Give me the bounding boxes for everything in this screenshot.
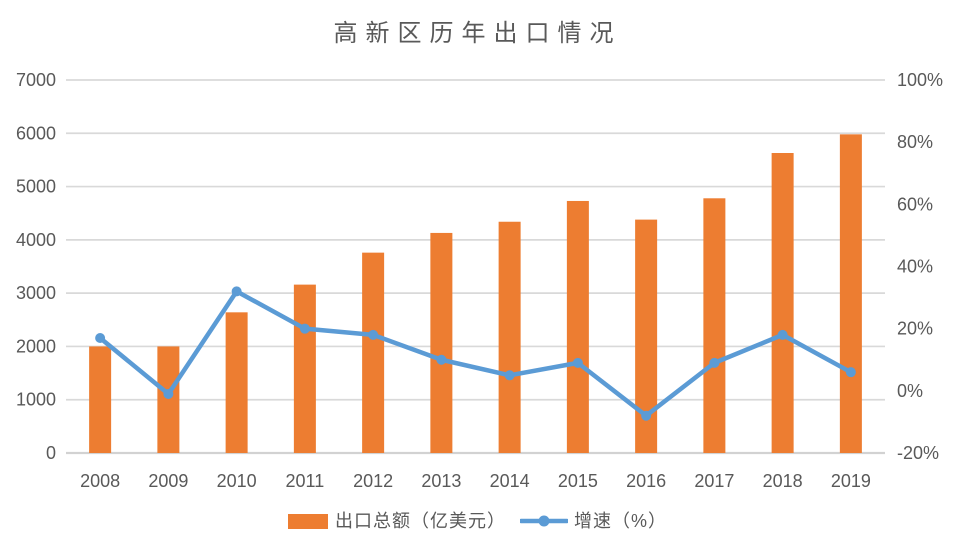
y-axis-tick-label: 1000 — [16, 390, 56, 410]
bar-2008 — [89, 346, 112, 453]
x-axis-tick-label: 2011 — [286, 471, 325, 491]
y2-axis-tick-label: 0% — [897, 381, 923, 401]
line-marker-2016 — [641, 410, 652, 421]
x-axis-tick-label: 2010 — [217, 471, 257, 491]
line-marker-2010 — [231, 286, 242, 297]
legend-exports-label: 出口总额（亿美元） — [334, 511, 506, 531]
y-axis-tick-label: 3000 — [16, 283, 56, 303]
y2-axis-tick-label: 80% — [897, 132, 933, 152]
line-marker-2015 — [572, 357, 583, 368]
legend-growth-label: 增速（%） — [573, 511, 667, 531]
bar-2014 — [498, 221, 521, 453]
x-axis-tick-label: 2016 — [626, 471, 666, 491]
line-marker-2013 — [436, 354, 447, 365]
bar-2011 — [293, 284, 316, 453]
x-axis-tick-label: 2017 — [694, 471, 734, 491]
line-marker-2011 — [299, 323, 310, 334]
x-axis-tick-label: 2015 — [558, 471, 598, 491]
bar-2009 — [157, 346, 180, 453]
x-axis-tick-label: 2018 — [763, 471, 803, 491]
x-axis-tick-label: 2013 — [421, 471, 461, 491]
y2-axis-tick-label: -20% — [897, 443, 939, 463]
y-axis-tick-label: 5000 — [16, 177, 56, 197]
x-axis-tick-label: 2012 — [353, 471, 393, 491]
line-marker-2019 — [845, 367, 856, 378]
bar-2012 — [362, 252, 385, 453]
bar-2013 — [430, 232, 453, 453]
line-marker-2018 — [777, 329, 788, 340]
bar-2018 — [771, 153, 794, 453]
y-axis-tick-label: 6000 — [16, 123, 56, 143]
y-axis-tick-label: 7000 — [16, 70, 56, 90]
chart-title: 高新区历年出口情况 — [333, 19, 622, 47]
legend-line-swatch-icon — [518, 514, 570, 528]
x-axis-tick-label: 2014 — [490, 471, 530, 491]
x-axis-tick-label: 2019 — [831, 471, 871, 491]
line-marker-2017 — [709, 357, 720, 368]
chart-legend: 出口总额（亿美元） 增速（%） — [0, 506, 955, 536]
y-axis-tick-label: 4000 — [16, 230, 56, 250]
line-marker-2012 — [368, 329, 379, 340]
y-axis-tick-label: 0 — [46, 443, 56, 463]
bar-2010 — [225, 312, 248, 453]
line-marker-2008 — [95, 332, 106, 343]
bar-2017 — [703, 198, 726, 453]
bar-2016 — [635, 219, 658, 453]
y2-axis-tick-label: 20% — [897, 319, 933, 339]
y2-axis-tick-label: 100% — [897, 70, 943, 90]
x-axis-tick-label: 2009 — [148, 471, 188, 491]
line-marker-2009 — [163, 388, 174, 399]
bar-2015 — [566, 200, 589, 453]
growth-line — [97, 289, 854, 418]
bar-2019 — [839, 134, 862, 453]
legend-bar-swatch-icon — [287, 513, 328, 529]
y2-axis-tick-label: 40% — [897, 257, 933, 277]
line-marker-2014 — [504, 370, 515, 381]
y2-axis-tick-label: 60% — [897, 194, 933, 214]
x-axis-tick-label: 2008 — [80, 471, 120, 491]
y-axis-tick-label: 2000 — [16, 336, 56, 356]
